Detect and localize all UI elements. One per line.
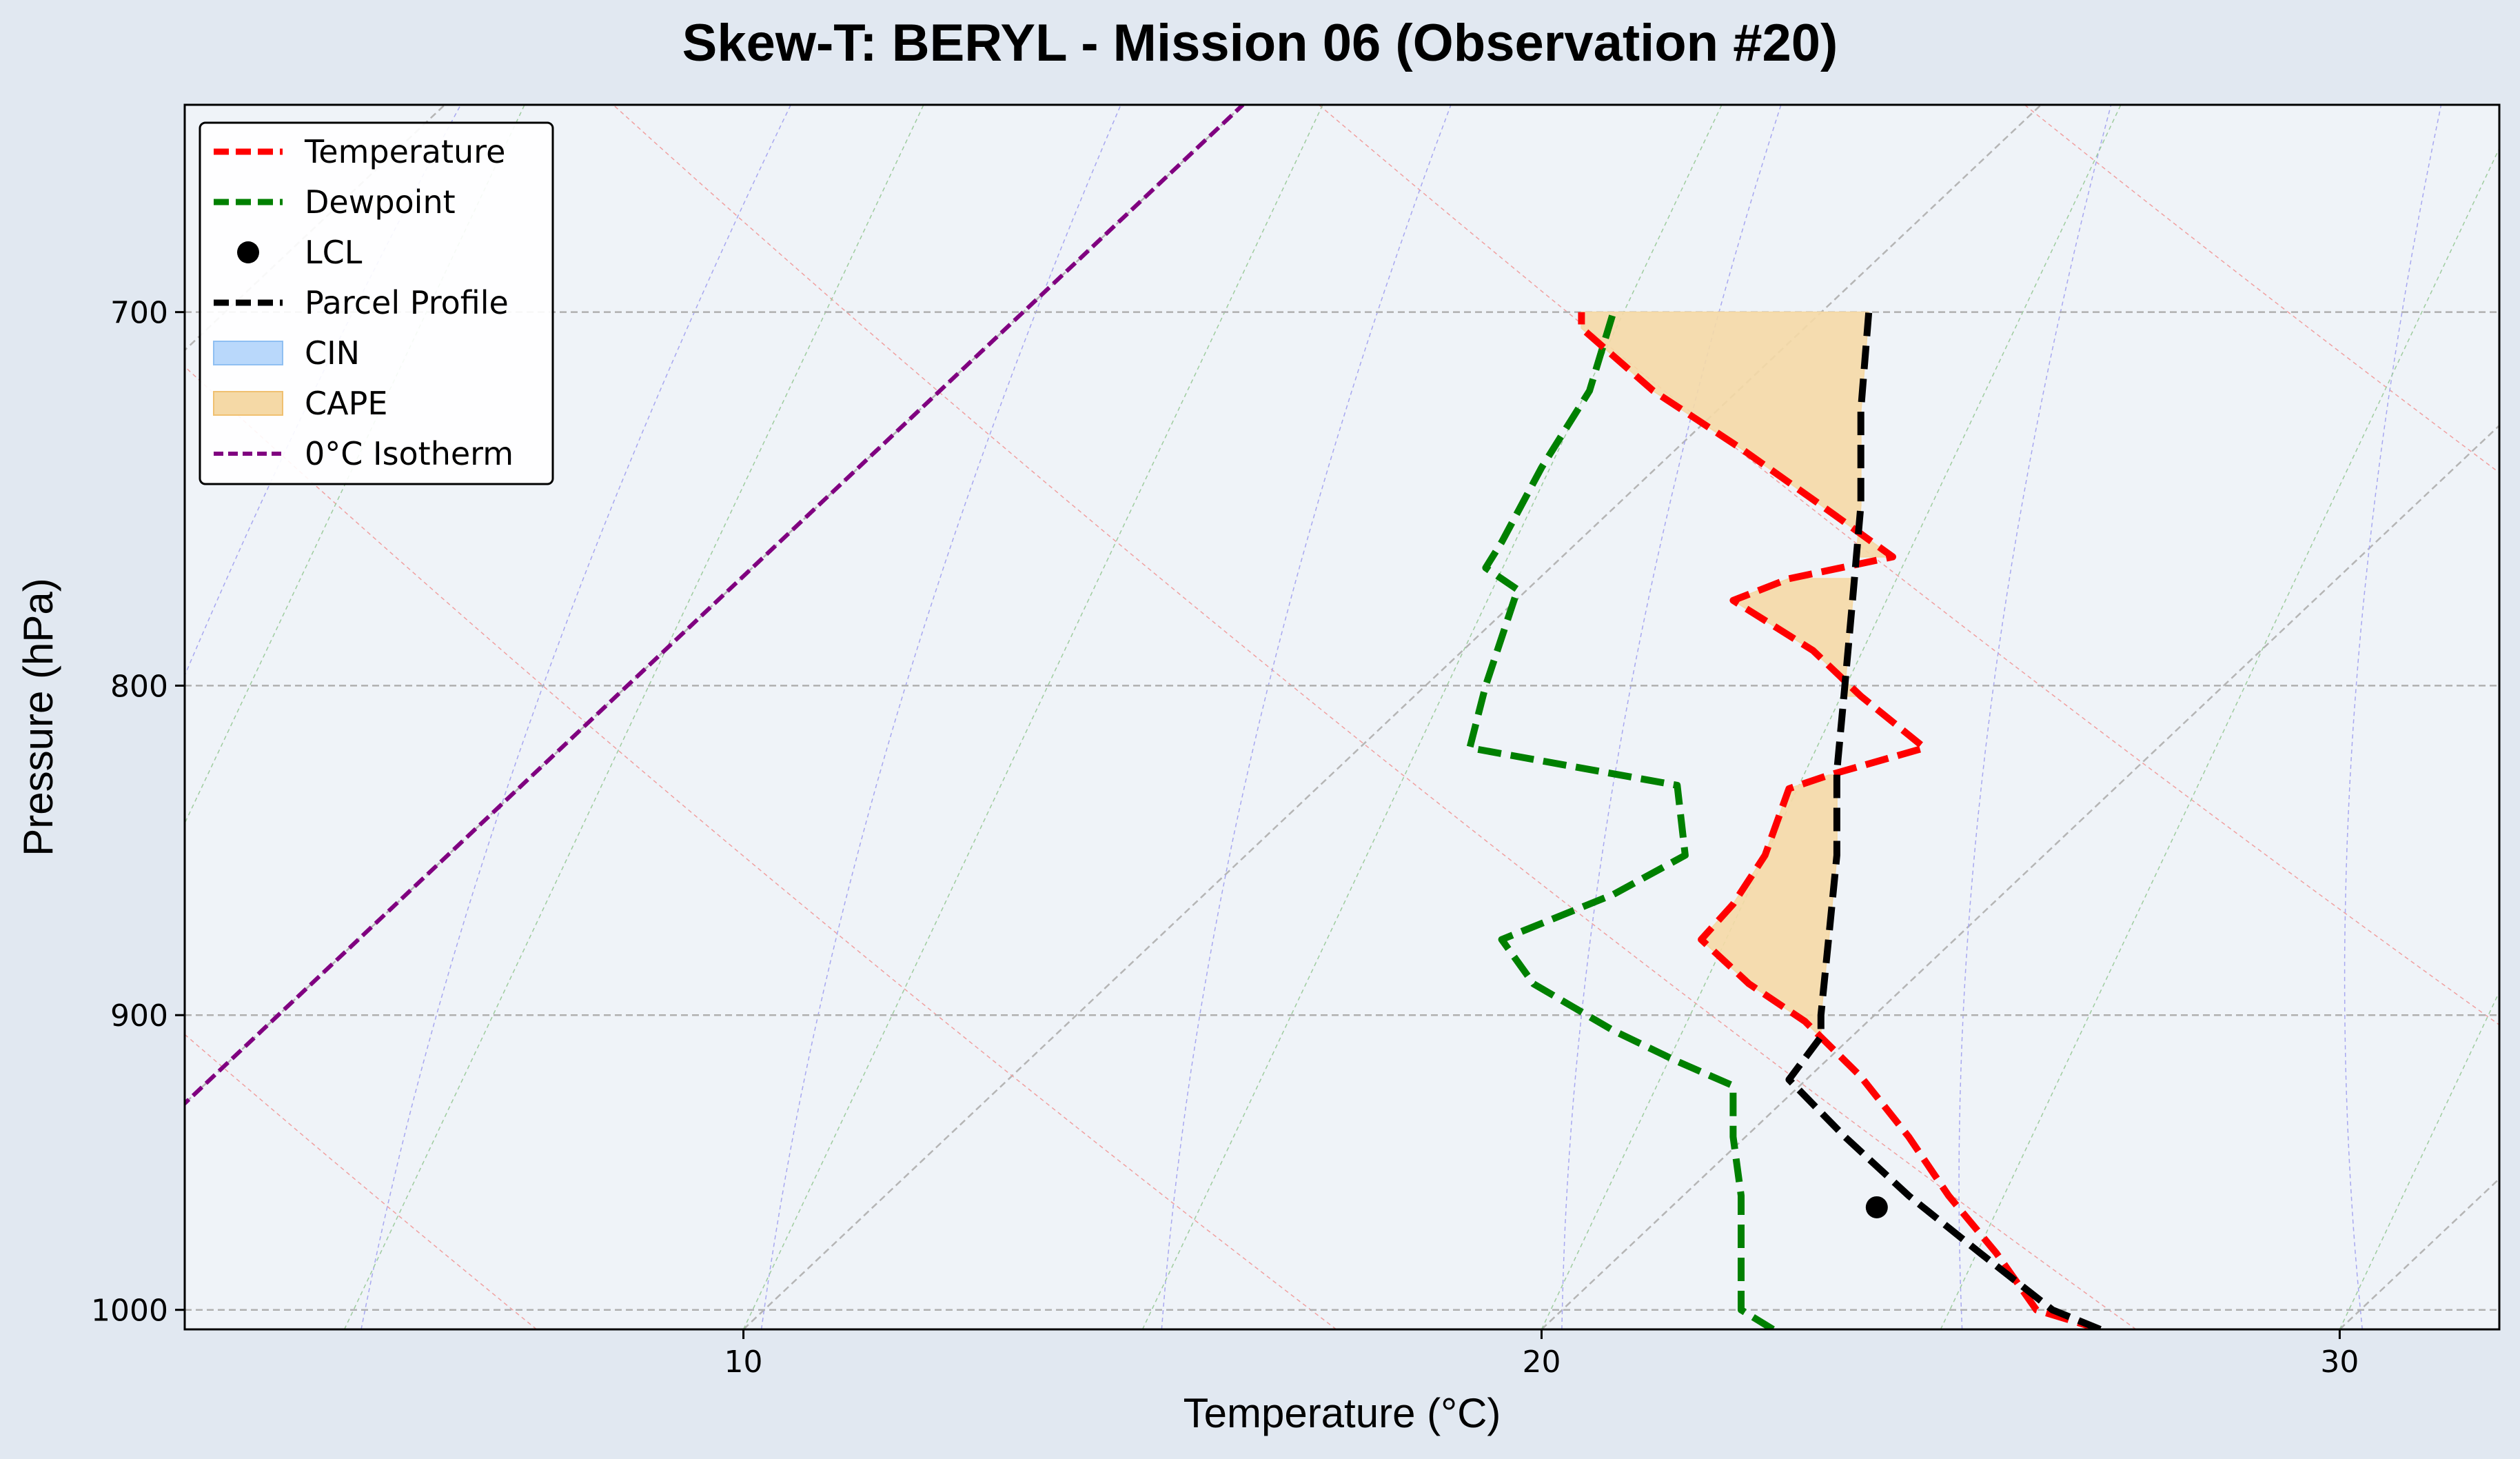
x-axis-label: Temperature (°C) xyxy=(1183,1390,1501,1436)
legend: Temperature Dewpoint LCL Parcel Profile CIN C… xyxy=(199,121,554,485)
legend-swatch-cin xyxy=(213,341,283,365)
parcel-profile-line xyxy=(1785,312,2102,1329)
plot-frame xyxy=(183,103,2501,1331)
x-tick-label: 20 xyxy=(1522,1345,1561,1380)
temperature-line xyxy=(1578,312,2102,1329)
y-tick-label: 1000 xyxy=(91,1294,168,1329)
legend-label-parcel-profile: Parcel Profile xyxy=(305,284,509,321)
moist-adiabat-line xyxy=(360,105,791,1329)
lcl-marker xyxy=(1865,1196,1888,1218)
mixing-ratio-line xyxy=(185,105,525,825)
dewpoint-line xyxy=(1466,311,1775,1329)
legend-label-cin: CIN xyxy=(305,334,360,372)
dry-adiabat-line xyxy=(2024,105,2499,474)
y-tick-label: 900 xyxy=(110,998,168,1034)
mixing-ratio-line xyxy=(742,105,1323,1329)
legend-box xyxy=(199,121,554,485)
legend-swatch-cape xyxy=(213,391,283,416)
x-tick-label: 30 xyxy=(2320,1345,2359,1380)
mixing-ratio-line xyxy=(1141,105,1723,1329)
legend-label-dewpoint: Dewpoint xyxy=(305,183,456,221)
moist-adiabat-line xyxy=(2344,105,2442,1329)
legend-label-lcl: LCL xyxy=(305,234,363,271)
y-axis-label: Pressure (hPa) xyxy=(15,578,61,856)
axis-ticks: 10 20 30 700 800 900 1000 xyxy=(91,296,2359,1380)
mixing-ratio-line xyxy=(1541,105,2122,1329)
profile-lines-layer xyxy=(185,105,2102,1329)
cape-cin-fill-layer xyxy=(1581,311,1896,1038)
moist-adiabat-line xyxy=(1561,105,1782,1329)
moist-adiabat-line xyxy=(1958,105,2112,1329)
y-tick-label: 800 xyxy=(110,669,168,704)
x-tick-label: 10 xyxy=(724,1345,763,1380)
mixing-ratio-line xyxy=(1940,147,2499,1329)
dry-adiabat-line xyxy=(612,105,2137,1329)
legend-swatch-lcl xyxy=(237,241,259,263)
mixing-ratio-line xyxy=(343,105,924,1329)
chart-title: Skew-T: BERYL - Mission 06 (Observation … xyxy=(682,14,1838,72)
legend-label-temperature: Temperature xyxy=(304,133,505,170)
plot-area xyxy=(185,105,2499,1329)
y-tick-label: 700 xyxy=(110,296,168,331)
legend-label-0-c-isotherm: 0°C Isotherm xyxy=(305,435,514,472)
dry-adiabat-line xyxy=(185,1034,537,1329)
moist-adiabat-line xyxy=(1161,105,1452,1329)
legend-label-cape: CAPE xyxy=(305,385,387,422)
